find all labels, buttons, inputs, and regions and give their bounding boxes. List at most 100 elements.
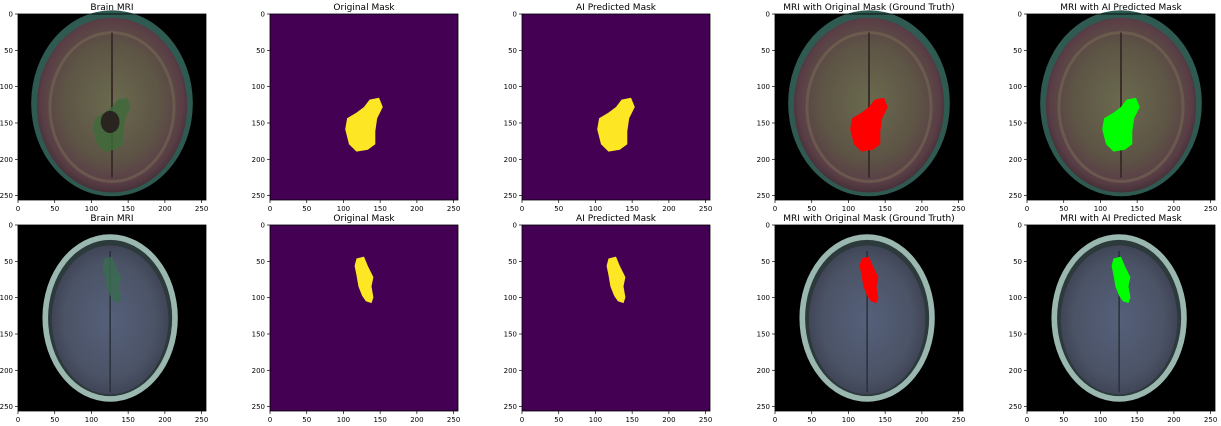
x-tick-label: 250 <box>447 416 460 424</box>
y-tick-label: 0 <box>261 11 265 19</box>
x-tick-label: 200 <box>915 205 928 213</box>
x-tick-label: 100 <box>1094 416 1107 424</box>
panel-title: MRI with Original Mask (Ground Truth) <box>783 214 954 224</box>
y-tick-label: 100 <box>504 294 517 302</box>
x-tick-label: 50 <box>302 205 311 213</box>
x-tick-label: 150 <box>878 416 891 424</box>
y-tick-label: 250 <box>504 403 517 411</box>
y-tick-label: 0 <box>9 222 13 230</box>
y-tick-label: 250 <box>1009 192 1022 200</box>
x-tick-label: 150 <box>121 416 134 424</box>
x-tick-label: 0 <box>16 416 20 424</box>
x-tick-label: 100 <box>85 416 98 424</box>
x-tick-label: 200 <box>158 205 171 213</box>
x-tick-label: 250 <box>952 416 965 424</box>
y-tick-label: 150 <box>1009 119 1022 127</box>
x-tick-label: 200 <box>158 416 171 424</box>
y-tick-label: 50 <box>4 258 13 266</box>
x-tick-label: 200 <box>410 205 423 213</box>
panel-title: MRI with AI Predicted Mask <box>1060 214 1182 224</box>
panel-r0-c0: Brain MRI 0 0 50 50 100 100 150 150 200 200 250 250 <box>0 3 208 213</box>
panel-title: Brain MRI <box>90 3 133 13</box>
panel-title: AI Predicted Mask <box>576 3 657 13</box>
x-tick-label: 200 <box>662 205 675 213</box>
tumor-mask <box>354 256 374 304</box>
y-tick-label: 250 <box>252 192 265 200</box>
y-tick-label: 100 <box>1009 83 1022 91</box>
y-tick-label: 200 <box>757 156 770 164</box>
y-tick-label: 100 <box>0 294 13 302</box>
tumor-overlay <box>850 97 888 152</box>
x-tick-label: 100 <box>337 416 350 424</box>
x-tick-label: 150 <box>373 205 386 213</box>
x-tick-label: 0 <box>16 205 20 213</box>
y-tick-label: 200 <box>0 367 13 375</box>
x-tick-label: 50 <box>554 416 563 424</box>
panel-r1-c2: AI Predicted Mask 0 0 50 50 100 100 150 150 200 20… <box>504 214 713 424</box>
mask-background <box>270 225 458 411</box>
y-tick-label: 250 <box>0 192 13 200</box>
tumor-core <box>100 110 120 134</box>
tumor-mask <box>606 256 626 304</box>
panel-title: Original Mask <box>333 3 395 13</box>
panel-r1-c0: Brain MRI 0 0 50 50 100 100 150 150 200 200 250 250 <box>0 214 208 424</box>
x-tick-label: 50 <box>554 205 563 213</box>
y-tick-label: 0 <box>261 222 265 230</box>
x-tick-label: 100 <box>85 205 98 213</box>
y-tick-label: 0 <box>766 222 770 230</box>
tumor-overlay <box>1111 256 1131 304</box>
axes-frame <box>1026 13 1216 201</box>
x-tick-label: 200 <box>915 416 928 424</box>
panel-title: AI Predicted Mask <box>576 214 657 224</box>
y-tick-label: 250 <box>504 192 517 200</box>
y-tick-label: 50 <box>761 47 770 55</box>
x-tick-label: 250 <box>699 205 712 213</box>
y-tick-label: 150 <box>252 119 265 127</box>
y-tick-label: 150 <box>504 119 517 127</box>
panel-r0-c4: MRI with AI Predicted Mask 0 0 50 50 100 100 15… <box>1009 3 1218 213</box>
axes-frame <box>17 224 207 412</box>
panel-r1-c3: MRI with Original Mask (Ground Truth) 0 0 5… <box>757 214 966 424</box>
panel-r0-c1: Original Mask 0 0 50 50 100 100 150 150 200 200 250… <box>252 3 461 213</box>
y-tick-label: 0 <box>513 11 517 19</box>
axes-frame <box>521 224 711 412</box>
tumor-region <box>102 256 122 304</box>
y-tick-label: 50 <box>508 258 517 266</box>
y-tick-label: 0 <box>9 11 13 19</box>
x-tick-label: 0 <box>520 205 524 213</box>
y-tick-label: 0 <box>766 11 770 19</box>
y-tick-label: 100 <box>757 83 770 91</box>
x-tick-label: 150 <box>373 416 386 424</box>
axes-frame <box>269 13 459 201</box>
x-tick-label: 250 <box>195 416 208 424</box>
x-tick-label: 250 <box>699 416 712 424</box>
x-tick-label: 0 <box>520 416 524 424</box>
x-tick-label: 150 <box>625 416 638 424</box>
y-tick-label: 150 <box>757 330 770 338</box>
x-tick-label: 50 <box>807 416 816 424</box>
tumor-overlay <box>859 256 879 304</box>
y-tick-label: 200 <box>252 156 265 164</box>
axes-frame <box>774 224 964 412</box>
y-tick-label: 150 <box>1009 330 1022 338</box>
x-tick-label: 250 <box>447 205 460 213</box>
x-tick-label: 50 <box>807 205 816 213</box>
x-tick-label: 0 <box>268 416 272 424</box>
x-tick-label: 200 <box>410 416 423 424</box>
panel-r1-c1: Original Mask 0 0 50 50 100 100 150 150 200 200 250… <box>252 214 461 424</box>
x-tick-label: 0 <box>1025 416 1029 424</box>
y-tick-label: 50 <box>256 47 265 55</box>
x-tick-label: 50 <box>50 416 59 424</box>
panel-r0-c3: MRI with Original Mask (Ground Truth) 0 0 5… <box>757 3 966 213</box>
y-tick-label: 0 <box>1018 222 1022 230</box>
x-tick-label: 200 <box>1167 416 1180 424</box>
y-tick-label: 100 <box>504 83 517 91</box>
y-tick-label: 50 <box>4 47 13 55</box>
y-tick-label: 150 <box>0 119 13 127</box>
y-tick-label: 150 <box>252 330 265 338</box>
x-tick-label: 50 <box>1059 205 1068 213</box>
y-tick-label: 50 <box>1013 258 1022 266</box>
y-tick-label: 200 <box>252 367 265 375</box>
x-tick-label: 50 <box>302 416 311 424</box>
axes-frame <box>269 224 459 412</box>
